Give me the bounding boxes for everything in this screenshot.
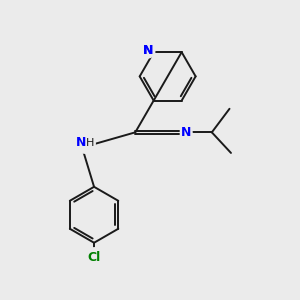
Text: Cl: Cl	[87, 251, 101, 264]
Text: N: N	[143, 44, 154, 57]
Text: H: H	[86, 138, 95, 148]
Text: N: N	[143, 44, 154, 57]
Text: N: N	[181, 126, 191, 139]
Text: N: N	[76, 136, 86, 149]
